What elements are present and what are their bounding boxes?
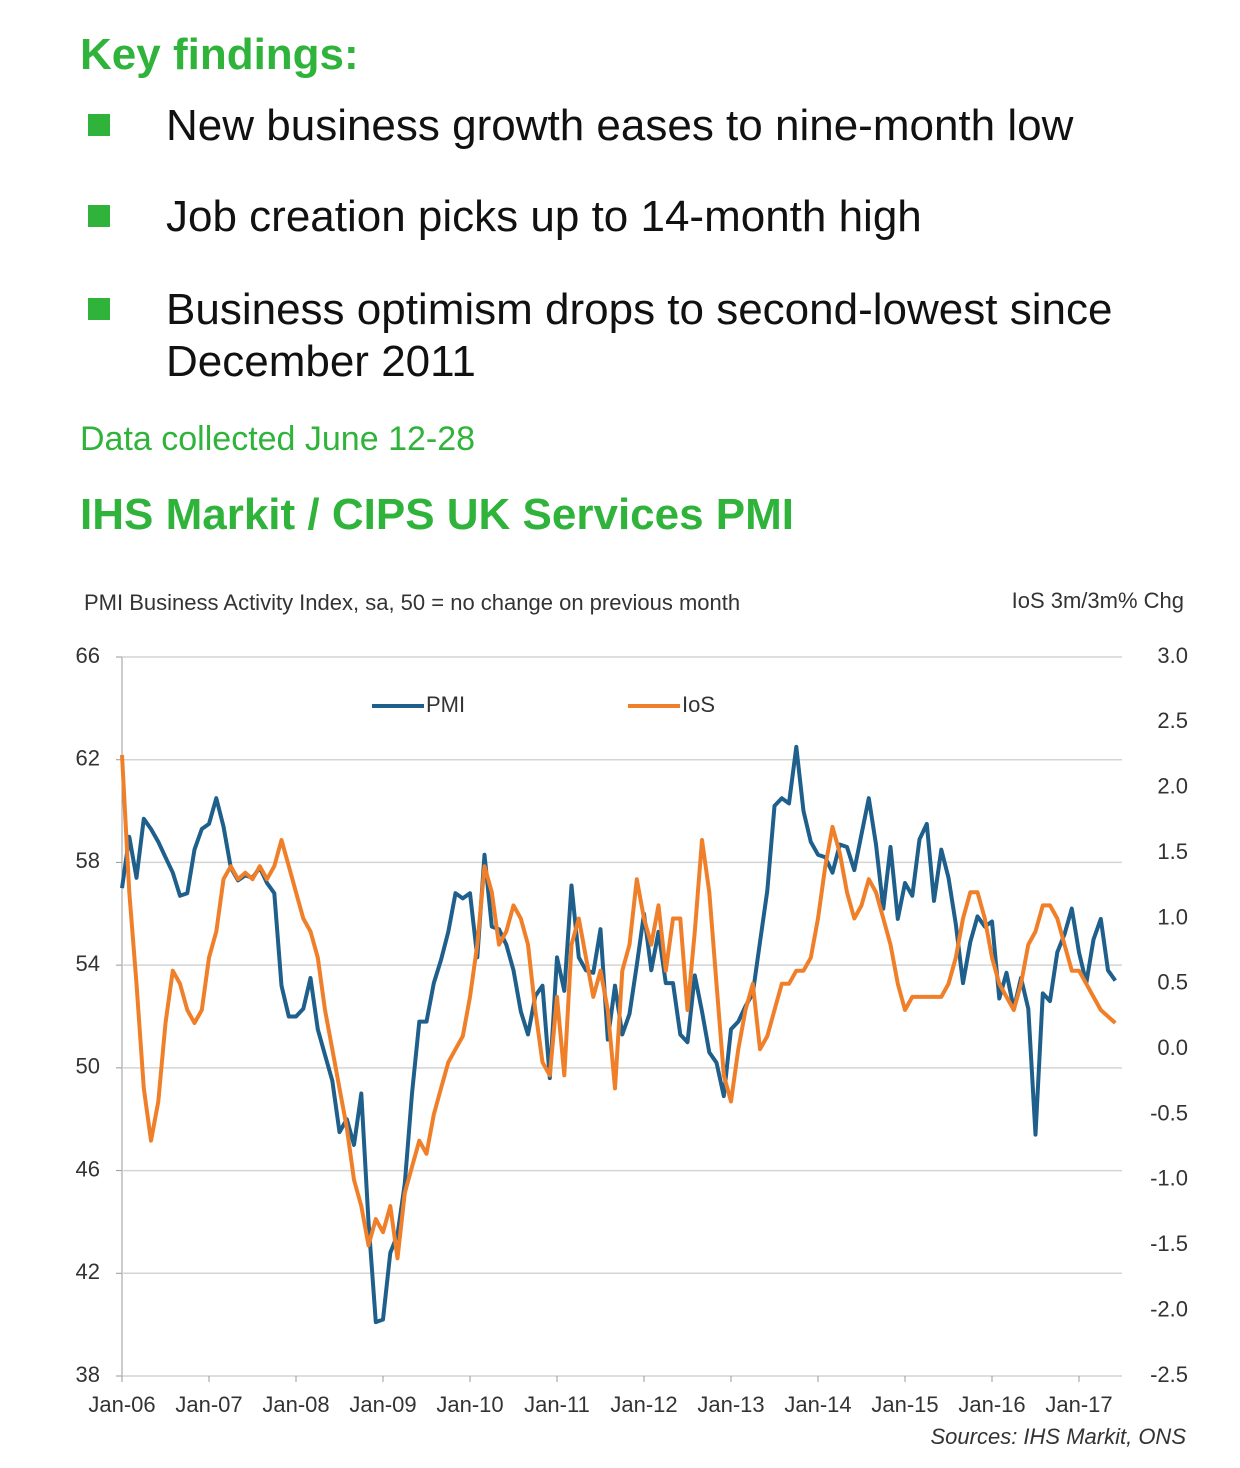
y2-tick-label: -0.5 xyxy=(1150,1100,1188,1125)
x-tick-label: Jan-07 xyxy=(175,1392,242,1417)
y2-tick-label: 2.0 xyxy=(1157,774,1188,799)
y2-tick-label: 1.0 xyxy=(1157,904,1188,929)
y2-tick-label: -2.5 xyxy=(1150,1362,1188,1387)
y2-tick-label: 3.0 xyxy=(1157,643,1188,668)
y2-tick-label: 1.5 xyxy=(1157,839,1188,864)
bullet-icon xyxy=(88,114,110,136)
y-tick-label: 54 xyxy=(76,951,100,976)
chart: PMI Business Activity Index, sa, 50 = no… xyxy=(76,588,1188,1449)
y-tick-label: 42 xyxy=(76,1259,100,1284)
x-tick-label: Jan-16 xyxy=(958,1392,1025,1417)
y-tick-label: 50 xyxy=(76,1054,100,1079)
title: Key findings: xyxy=(80,30,359,79)
chart-title: IHS Markit / CIPS UK Services PMI xyxy=(80,490,795,539)
y-axis-label: PMI Business Activity Index, sa, 50 = no… xyxy=(84,590,740,615)
x-tick-label: Jan-13 xyxy=(697,1392,764,1417)
x-tick-label: Jan-08 xyxy=(262,1392,329,1417)
bullet-icon xyxy=(88,298,110,320)
y-tick-label: 46 xyxy=(76,1156,100,1181)
x-tick-label: Jan-15 xyxy=(871,1392,938,1417)
y-tick-label: 58 xyxy=(76,848,100,873)
x-tick-label: Jan-12 xyxy=(610,1392,677,1417)
series-line xyxy=(120,754,1117,1261)
y2-tick-label: -1.0 xyxy=(1150,1166,1188,1191)
y2-tick-label: 0.0 xyxy=(1157,1035,1188,1060)
y-tick-label: 62 xyxy=(76,746,100,771)
x-tick-label: Jan-10 xyxy=(436,1392,503,1417)
bullet-icon xyxy=(88,205,110,227)
legend-label: PMI xyxy=(426,692,465,717)
legend-label: IoS xyxy=(682,692,715,717)
y2-tick-label: -2.0 xyxy=(1150,1296,1188,1321)
bullet: New business growth eases to nine-month … xyxy=(166,101,1074,150)
y2-tick-label: 0.5 xyxy=(1157,970,1188,995)
bullet: Job creation picks up to 14-month high xyxy=(166,192,922,241)
note: Data collected June 12-28 xyxy=(80,420,476,458)
source: Sources: IHS Markit, ONS xyxy=(930,1424,1186,1449)
x-tick-label: Jan-06 xyxy=(88,1392,155,1417)
y-tick-label: 66 xyxy=(76,643,100,668)
x-tick-label: Jan-14 xyxy=(784,1392,851,1417)
x-tick-label: Jan-17 xyxy=(1045,1392,1112,1417)
x-tick-label: Jan-11 xyxy=(524,1392,590,1417)
y-tick-label: 38 xyxy=(76,1362,100,1387)
x-tick-label: Jan-09 xyxy=(349,1392,416,1417)
bullet: Business optimism drops to second-lowest… xyxy=(166,285,1113,386)
y2-tick-label: -1.5 xyxy=(1150,1231,1188,1256)
y2-axis-label: IoS 3m/3m% Chg xyxy=(1012,588,1184,613)
y2-tick-label: 2.5 xyxy=(1157,708,1188,733)
